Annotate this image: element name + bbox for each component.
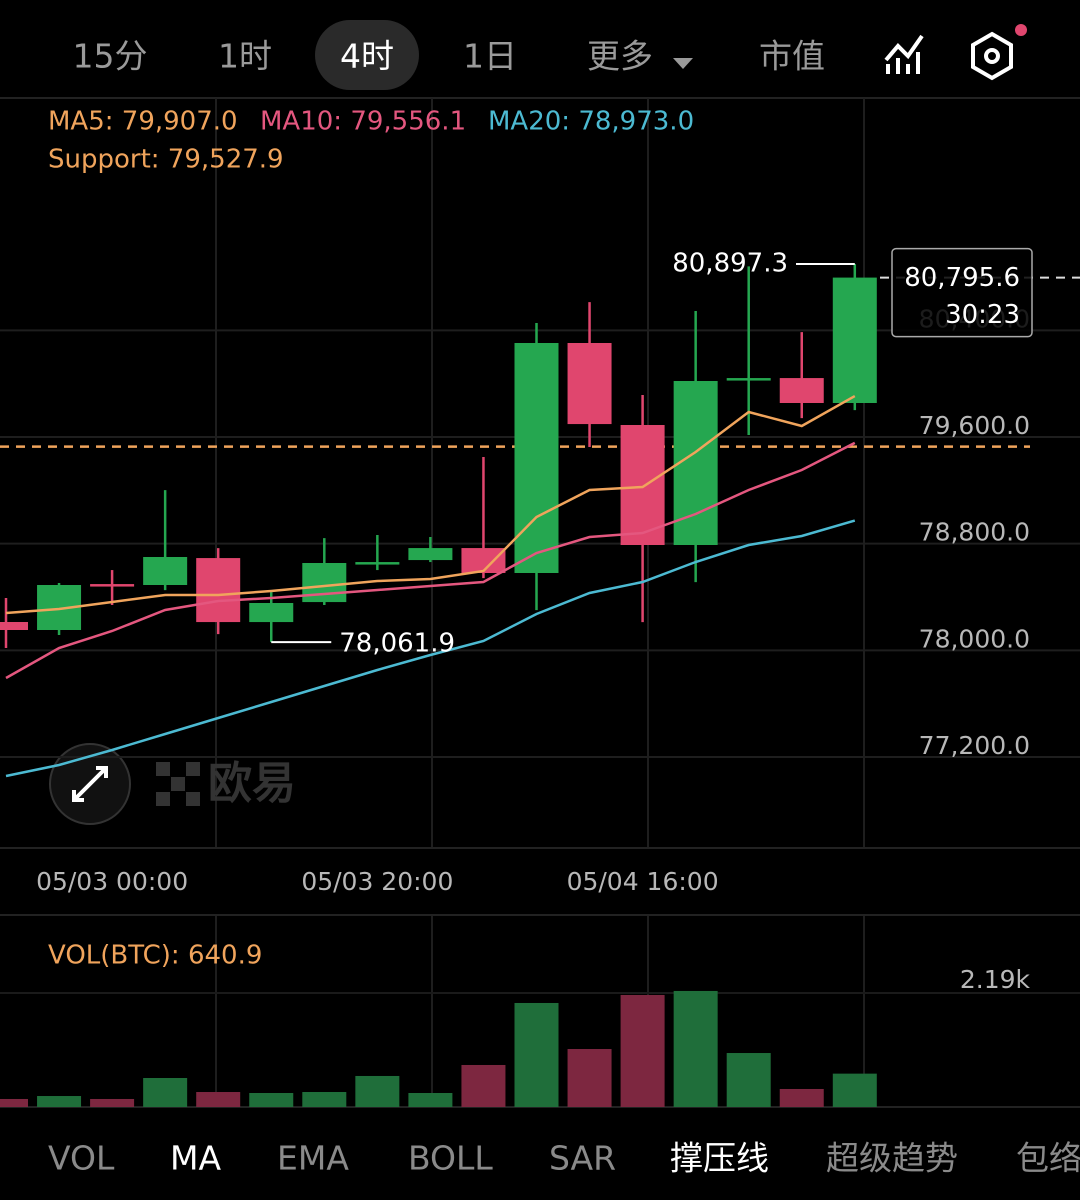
- y-tick-label: 79,600.0: [919, 411, 1030, 440]
- volume-bar: [620, 994, 665, 1107]
- indicator-tab[interactable]: 包络: [1016, 1139, 1080, 1178]
- watermark: 欧易: [208, 758, 296, 809]
- settings-icon[interactable]: [971, 24, 1027, 81]
- y-tick-label: 78,000.0: [919, 624, 1030, 653]
- volume-label: VOL(BTC): 640.9: [48, 941, 262, 971]
- x-tick-label: 05/03 20:00: [301, 867, 453, 896]
- y-tick-label: 78,800.0: [919, 518, 1030, 547]
- timeframe-tab[interactable]: 更多: [587, 37, 653, 76]
- indicator-icon[interactable]: [884, 34, 924, 74]
- candle-body: [0, 622, 28, 630]
- volume-bar: [461, 1064, 506, 1107]
- volume-bar: [302, 1092, 347, 1107]
- watermark-logo: [156, 762, 200, 806]
- legend-entry: MA10: 79,556.1: [260, 107, 466, 137]
- candle-body: [249, 603, 294, 623]
- legend-entry: MA5: 79,907.0: [48, 107, 238, 137]
- legend-entry: MA20: 78,973.0: [488, 107, 694, 137]
- candle-body: [90, 584, 135, 587]
- x-tick-label: 05/04 16:00: [567, 867, 719, 896]
- candle-body: [779, 378, 824, 403]
- timeframe-tab[interactable]: 15分: [73, 37, 148, 76]
- candle-body: [620, 425, 665, 545]
- candle-body: [196, 558, 241, 623]
- volume-bar: [249, 1092, 294, 1107]
- dropdown-caret[interactable]: [673, 58, 693, 69]
- volume-bar: [567, 1049, 612, 1107]
- y-tick-label: 77,200.0: [919, 731, 1030, 760]
- candle-body: [514, 343, 559, 573]
- candle-body: [143, 557, 188, 585]
- vol-tick-label: 2.19k: [960, 965, 1031, 994]
- indicator-tab[interactable]: EMA: [277, 1139, 349, 1178]
- volume-bar: [143, 1078, 188, 1107]
- volume-bar: [37, 1096, 82, 1107]
- volume-bar: [673, 990, 718, 1107]
- volume-bar: [408, 1092, 453, 1107]
- timeframe-tab[interactable]: 4时: [340, 37, 394, 76]
- x-tick-label: 05/03 00:00: [36, 867, 188, 896]
- candle-body: [567, 343, 612, 425]
- volume-bar: [196, 1092, 241, 1107]
- volume-bar: [355, 1075, 400, 1107]
- indicator-tab[interactable]: 超级趋势: [826, 1139, 958, 1178]
- high-marker-label: 80,897.3: [672, 249, 788, 279]
- volume-bar: [726, 1053, 771, 1107]
- indicator-tab[interactable]: VOL: [48, 1139, 115, 1178]
- indicator-tab[interactable]: 撑压线: [670, 1139, 769, 1178]
- volume-bar: [0, 1098, 28, 1107]
- candle-body: [832, 277, 877, 403]
- low-marker-label: 78,061.9: [339, 629, 455, 659]
- indicator-tab[interactable]: MA: [170, 1139, 221, 1178]
- ma-line: [5, 519, 856, 778]
- support-label: Support: 79,527.9: [48, 145, 284, 175]
- countdown-label: 30:23: [945, 300, 1020, 330]
- indicator-tab[interactable]: SAR: [549, 1139, 616, 1178]
- timeframe-tab[interactable]: 市值: [759, 37, 825, 76]
- candle-body: [408, 548, 453, 561]
- active-tab-pill: [315, 20, 419, 90]
- timeframe-tab[interactable]: 1时: [218, 37, 272, 76]
- volume-bar: [779, 1088, 824, 1107]
- candle-body: [461, 548, 506, 573]
- timeframe-tab[interactable]: 1日: [463, 37, 517, 76]
- volume-bar: [514, 1002, 559, 1107]
- candle-body: [355, 562, 400, 565]
- ma-line: [5, 441, 856, 680]
- expand-button[interactable]: [49, 743, 131, 825]
- volume-bar: [832, 1073, 877, 1107]
- current-price-label: 80,795.6: [904, 263, 1020, 293]
- volume-bar: [90, 1098, 135, 1107]
- ma-line: [5, 394, 856, 615]
- indicator-tab[interactable]: BOLL: [408, 1139, 493, 1178]
- candle-body: [726, 378, 771, 381]
- current-price-box: [891, 247, 1033, 338]
